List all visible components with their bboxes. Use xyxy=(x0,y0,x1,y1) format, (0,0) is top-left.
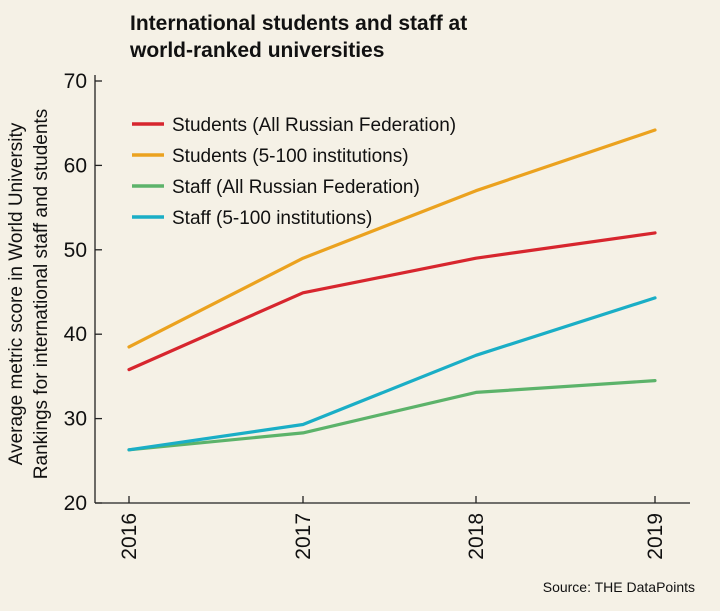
y-tick-label: 50 xyxy=(64,239,87,262)
x-tick-label: 2017 xyxy=(292,513,315,560)
x-tick-label: 2016 xyxy=(118,513,141,560)
series-line-4 xyxy=(127,296,657,452)
x-ticks: 2016 2017 2018 2019 xyxy=(118,496,667,560)
series-line-1 xyxy=(127,231,657,372)
y-tick-label: 60 xyxy=(64,154,87,177)
y-tick-label: 20 xyxy=(64,492,87,515)
source-note: Source: THE DataPoints xyxy=(543,579,695,595)
y-tick-label: 40 xyxy=(64,323,87,346)
y-ticks: 20 30 40 50 60 70 xyxy=(64,70,102,515)
series-lines xyxy=(127,128,657,452)
series-line-3 xyxy=(127,379,657,452)
legend: Students (All Russian Federation) Student… xyxy=(132,115,456,229)
legend-label: Students (5-100 institutions) xyxy=(172,146,409,167)
chart-title-line-1: International students and staff at xyxy=(130,12,467,35)
y-axis-label-line-1: Average metric score in World University xyxy=(6,122,27,465)
y-tick-label: 30 xyxy=(64,408,87,431)
series-line-2 xyxy=(127,128,657,349)
x-tick-label: 2018 xyxy=(465,513,488,560)
legend-label: Staff (All Russian Federation) xyxy=(172,177,420,198)
y-axis-label-line-2: Rankings for international staff and stu… xyxy=(31,109,52,479)
legend-label: Staff (5-100 institutions) xyxy=(172,208,372,229)
y-tick-label: 70 xyxy=(64,70,87,93)
chart-title-line-2: world-ranked universities xyxy=(129,39,384,62)
legend-label: Students (All Russian Federation) xyxy=(172,115,456,136)
axes xyxy=(94,75,690,504)
x-tick-label: 2019 xyxy=(644,513,667,560)
